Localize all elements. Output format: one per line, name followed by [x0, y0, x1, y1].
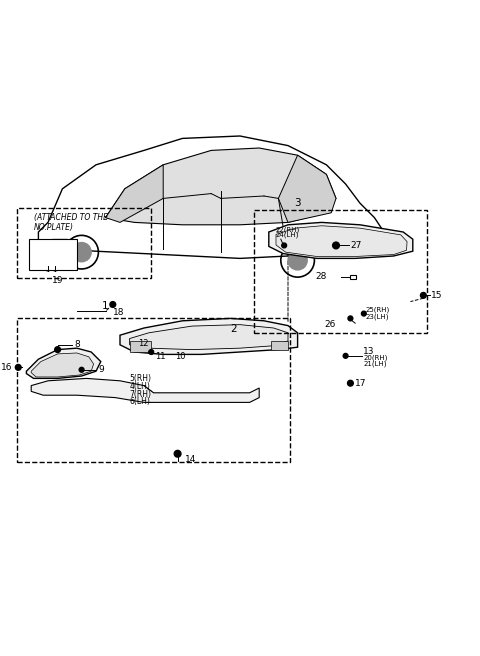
Text: 2: 2	[230, 325, 237, 335]
Text: 28: 28	[315, 272, 326, 281]
Text: 19: 19	[52, 276, 63, 285]
Text: 14: 14	[185, 455, 196, 464]
Text: 6(LH): 6(LH)	[130, 398, 150, 407]
Text: 5(RH): 5(RH)	[130, 375, 152, 383]
Text: 24(LH): 24(LH)	[276, 232, 300, 238]
Polygon shape	[276, 226, 407, 256]
Text: 21(LH): 21(LH)	[363, 361, 387, 367]
Polygon shape	[31, 379, 259, 402]
Text: 25(RH): 25(RH)	[366, 307, 390, 314]
Bar	[271, 341, 288, 350]
Polygon shape	[106, 148, 336, 225]
Text: 8: 8	[74, 340, 80, 349]
Circle shape	[149, 350, 154, 354]
Text: 11: 11	[155, 352, 166, 361]
Circle shape	[174, 451, 181, 457]
Polygon shape	[31, 353, 94, 377]
Text: 12: 12	[138, 339, 149, 348]
Circle shape	[348, 380, 353, 386]
Circle shape	[79, 367, 84, 372]
Polygon shape	[38, 239, 72, 250]
Circle shape	[55, 347, 60, 352]
Text: (ATTACHED TO THE
NO.PLATE): (ATTACHED TO THE NO.PLATE)	[34, 213, 108, 232]
Circle shape	[72, 243, 91, 262]
Polygon shape	[130, 325, 288, 350]
Polygon shape	[120, 318, 298, 354]
Text: 26: 26	[324, 320, 336, 329]
Polygon shape	[38, 136, 384, 258]
Bar	[29, 239, 77, 270]
Bar	[350, 275, 356, 279]
Circle shape	[348, 316, 353, 321]
Circle shape	[361, 311, 366, 316]
Bar	[130, 341, 151, 352]
Circle shape	[110, 302, 116, 308]
Text: 13: 13	[363, 348, 375, 356]
Text: 4(LH): 4(LH)	[130, 382, 150, 391]
Polygon shape	[336, 241, 384, 257]
Text: 9: 9	[98, 365, 104, 375]
Circle shape	[333, 242, 339, 249]
Circle shape	[420, 293, 426, 298]
Circle shape	[343, 354, 348, 358]
Circle shape	[52, 265, 58, 271]
Text: 16: 16	[1, 363, 13, 372]
Text: 22(RH): 22(RH)	[276, 226, 300, 233]
Circle shape	[15, 365, 21, 370]
Text: 1: 1	[102, 301, 109, 311]
Text: 20(RH): 20(RH)	[363, 354, 388, 361]
Text: 3: 3	[294, 198, 301, 208]
Circle shape	[282, 243, 287, 248]
Text: 17: 17	[355, 379, 367, 388]
Polygon shape	[106, 165, 163, 222]
Text: 7(RH): 7(RH)	[130, 390, 152, 399]
Polygon shape	[269, 222, 413, 258]
Text: 23(LH): 23(LH)	[366, 314, 389, 320]
Text: 15: 15	[431, 291, 442, 300]
Circle shape	[45, 265, 51, 271]
Polygon shape	[26, 348, 101, 379]
Text: 10: 10	[175, 352, 186, 361]
Polygon shape	[278, 155, 336, 222]
Text: 18: 18	[113, 308, 124, 317]
Circle shape	[288, 251, 307, 270]
Text: 27: 27	[350, 241, 362, 250]
